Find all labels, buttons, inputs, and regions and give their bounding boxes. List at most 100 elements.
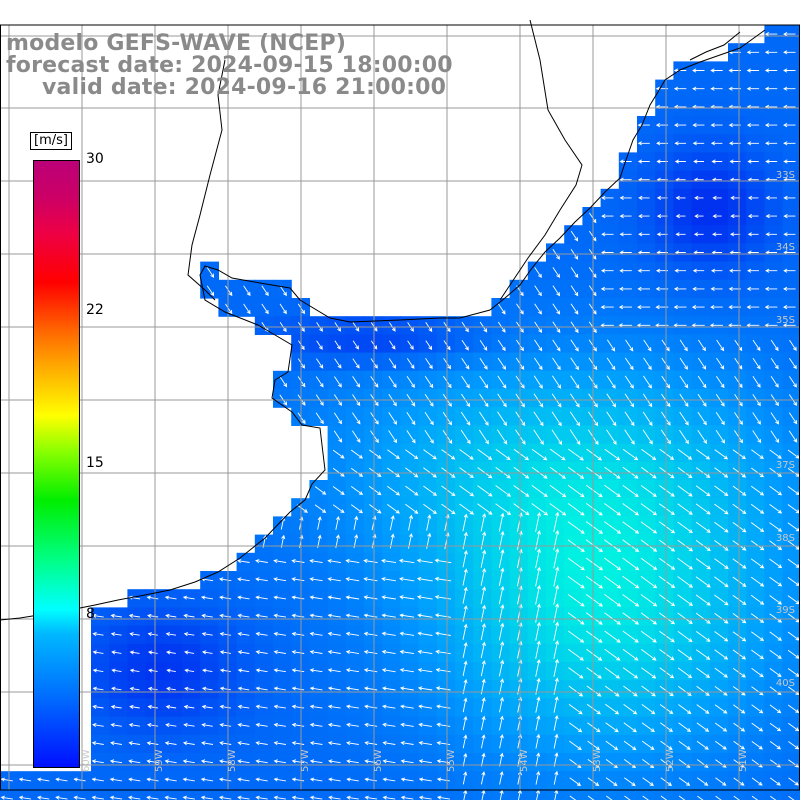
wind-arrow — [586, 630, 603, 643]
wind-arrow — [783, 32, 796, 37]
colorbar — [33, 160, 80, 768]
wind-arrow — [406, 375, 415, 388]
wind-cell — [782, 425, 800, 445]
wind-arrow — [714, 521, 729, 533]
wind-arrow — [585, 612, 603, 625]
wind-cell — [309, 789, 329, 800]
wind-arrow — [714, 631, 729, 642]
wind-arrow — [712, 232, 722, 237]
wind-arrow — [600, 305, 614, 310]
wind-arrow — [770, 430, 780, 443]
wind-arrow — [237, 595, 250, 600]
wind-arrow — [399, 576, 415, 582]
wind-arrow — [426, 514, 432, 531]
wind-arrow — [273, 577, 287, 582]
wind-arrow — [714, 722, 728, 732]
wind-arrow — [783, 232, 796, 237]
wind-arrow — [570, 357, 580, 371]
wind-arrow — [696, 449, 711, 460]
wind-arrow — [751, 631, 765, 642]
wind-arrow — [638, 214, 650, 219]
wind-arrow — [405, 503, 419, 514]
wind-arrow — [182, 759, 195, 764]
wind-arrow — [91, 741, 104, 746]
wind-arrow — [255, 795, 268, 800]
wind-arrow — [498, 549, 505, 568]
wind-arrow — [255, 777, 268, 782]
wind-arrow — [747, 214, 759, 219]
wind-arrow — [675, 195, 686, 200]
wind-arrow — [416, 576, 433, 582]
wind-arrow — [769, 595, 783, 605]
wind-arrow — [273, 741, 286, 746]
wind-arrow — [623, 740, 637, 751]
wind-arrow — [710, 141, 723, 146]
wind-arrow — [400, 759, 414, 764]
wind-arrow — [73, 777, 86, 782]
longitude-label: 59W — [154, 749, 165, 772]
wind-arrow — [696, 649, 711, 660]
wind-arrow — [164, 741, 177, 746]
wind-arrow — [498, 512, 505, 532]
wind-arrow — [585, 503, 603, 516]
wind-arrow — [712, 214, 722, 219]
wind-arrow — [750, 576, 765, 587]
wind-cell — [782, 516, 800, 536]
wind-arrow — [92, 631, 104, 637]
wind-arrow — [570, 285, 579, 297]
wind-arrow — [549, 448, 566, 461]
wind-arrow — [513, 448, 530, 461]
wind-arrow — [352, 376, 361, 388]
wind-cell — [582, 789, 602, 800]
wind-arrow — [237, 795, 250, 800]
wind-arrow — [498, 585, 505, 605]
wind-arrow — [129, 704, 140, 709]
wind-arrow — [237, 650, 250, 655]
wind-arrow — [734, 357, 743, 370]
wind-arrow — [677, 485, 693, 497]
wind-cell — [782, 352, 800, 372]
wind-arrow — [309, 722, 323, 727]
wind-arrow — [531, 503, 549, 516]
wind-arrow — [91, 777, 104, 782]
wind-arrow — [327, 741, 341, 746]
wind-arrow — [695, 485, 711, 497]
wind-arrow — [696, 667, 711, 678]
wind-arrow — [399, 631, 415, 636]
wind-arrow — [710, 268, 723, 273]
wind-arrow — [480, 697, 486, 713]
wind-arrow — [714, 503, 729, 515]
wind-arrow — [425, 340, 433, 351]
wind-arrow — [273, 595, 287, 600]
wind-arrow — [751, 686, 764, 696]
wind-arrow — [751, 722, 764, 732]
wind-arrow — [567, 484, 585, 498]
wind-arrow — [92, 650, 104, 655]
wind-arrow — [622, 594, 640, 607]
wind-arrow — [710, 286, 723, 291]
wind-arrow — [535, 548, 541, 569]
wind-arrow — [716, 357, 725, 370]
wind-arrow — [600, 268, 614, 273]
wind-arrow — [535, 715, 541, 731]
wind-arrow — [642, 429, 653, 445]
wind-arrow — [714, 576, 729, 588]
wind-arrow — [622, 557, 640, 571]
wind-arrow — [389, 515, 395, 531]
wind-arrow — [568, 685, 584, 697]
wind-arrow — [416, 595, 433, 600]
wind-arrow — [535, 733, 541, 749]
wind-arrow — [788, 412, 798, 425]
wind-arrow — [552, 303, 561, 315]
wind-arrow — [624, 375, 634, 389]
longitude-label: 52W — [665, 749, 676, 772]
wind-arrow — [789, 358, 797, 370]
wind-cell — [364, 789, 383, 800]
wind-arrow — [750, 613, 765, 623]
wind-arrow — [236, 559, 250, 564]
wind-arrow — [345, 668, 360, 673]
wind-arrow — [553, 529, 560, 551]
wind-arrow — [389, 340, 396, 350]
wind-arrow — [480, 771, 486, 785]
wind-arrow — [535, 566, 541, 587]
